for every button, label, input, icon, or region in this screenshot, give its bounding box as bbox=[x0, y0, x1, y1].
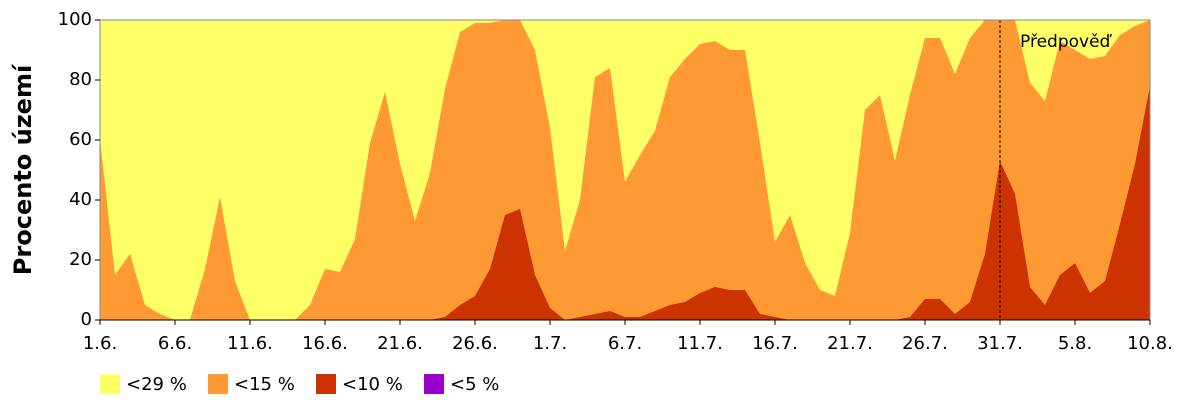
x-tick-label: 10.8. bbox=[1127, 333, 1173, 354]
y-tick-label: 0 bbox=[81, 309, 92, 330]
x-tick-label: 1.7. bbox=[533, 333, 567, 354]
y-tick-label: 40 bbox=[69, 189, 92, 210]
x-tick-label: 26.7. bbox=[902, 333, 948, 354]
y-tick-label: 20 bbox=[69, 249, 92, 270]
x-tick-label: 31.7. bbox=[977, 333, 1023, 354]
x-tick-label: 11.7. bbox=[677, 333, 723, 354]
y-tick-label: 80 bbox=[69, 69, 92, 90]
x-tick-label: 26.6. bbox=[452, 333, 498, 354]
x-tick-label: 1.6. bbox=[83, 333, 117, 354]
x-tick-label: 21.6. bbox=[377, 333, 423, 354]
legend-swatch bbox=[100, 374, 120, 394]
x-tick-label: 6.6. bbox=[158, 333, 192, 354]
legend-swatch bbox=[208, 374, 228, 394]
legend-swatch bbox=[316, 374, 336, 394]
x-tick-label: 16.7. bbox=[752, 333, 798, 354]
x-tick-label: 16.6. bbox=[302, 333, 348, 354]
legend-label: <10 % bbox=[342, 374, 403, 395]
area bbox=[100, 20, 1150, 320]
x-tick-label: 11.6. bbox=[227, 333, 273, 354]
legend-label: <29 % bbox=[126, 374, 187, 395]
legend-swatch bbox=[424, 374, 444, 394]
x-tick-label: 6.7. bbox=[608, 333, 642, 354]
annotation: Předpověď bbox=[1020, 32, 1113, 52]
y-tick-label: 60 bbox=[69, 129, 92, 150]
x-tick-label: 5.8. bbox=[1058, 333, 1092, 354]
x-tick-label: 21.7. bbox=[827, 333, 873, 354]
legend-label: <5 % bbox=[450, 374, 499, 395]
legend-label: <15 % bbox=[234, 374, 295, 395]
y-axis-label: Procento území bbox=[9, 63, 37, 275]
y-tick-label: 100 bbox=[58, 9, 92, 30]
